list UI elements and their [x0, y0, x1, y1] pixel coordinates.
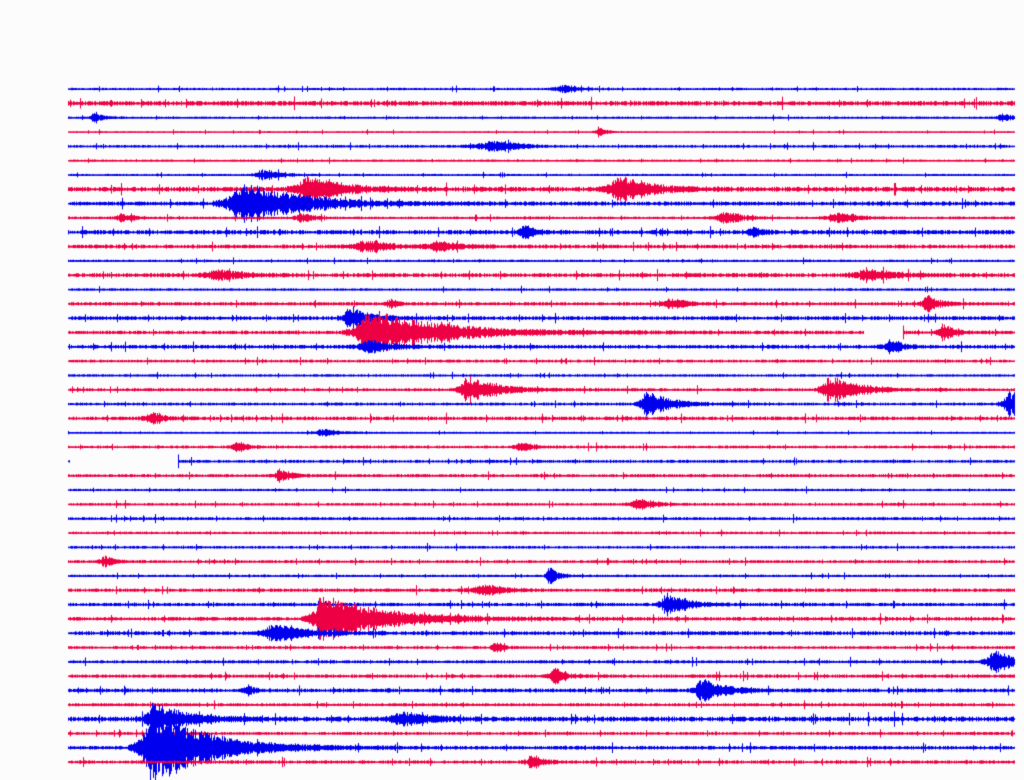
- helicorder-plot: HP Loutraki 2018-09-24 Applied filter: W…: [0, 0, 1024, 780]
- seismogram-traces: [0, 0, 1024, 780]
